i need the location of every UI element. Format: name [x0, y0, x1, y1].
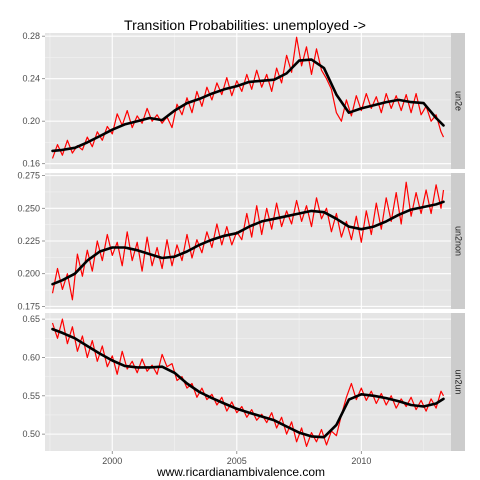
x-axis: 2000 2005 2010: [102, 451, 371, 466]
facet-strip-label: un2un: [454, 369, 464, 394]
chart-title: Transition Probabilities: unemployed ->: [124, 17, 366, 33]
facet-strip-label: un2non: [454, 226, 464, 256]
facet-strip-label: un2e: [454, 91, 464, 111]
panel-background: [45, 313, 451, 451]
y-tick-label: 0.225: [17, 236, 40, 246]
y-tick-label: 0.200: [17, 269, 40, 279]
x-tick-label: 2005: [227, 456, 247, 466]
x-tick-label: 2000: [102, 456, 122, 466]
y-tick-label: 0.24: [22, 74, 40, 84]
facet-strip: [451, 313, 465, 451]
chart-caption: www.ricardianambivalence.com: [156, 465, 325, 479]
y-tick-label: 0.250: [17, 203, 40, 213]
y-tick-label: 0.28: [22, 31, 40, 41]
panel-un2un: 0.50 0.55 0.60 0.65 un2un: [22, 313, 465, 451]
y-tick-label: 0.16: [22, 159, 40, 169]
smooth-series-line: [51, 200, 445, 286]
y-tick-label: 0.60: [22, 352, 40, 362]
y-tick-label: 0.65: [22, 314, 40, 324]
y-tick-label: 0.55: [22, 391, 40, 401]
y-tick-label: 0.50: [22, 429, 40, 439]
smooth-series-line: [51, 58, 445, 153]
facet-strip: [451, 173, 465, 309]
panel-un2e: 0.16 0.20 0.24 0.28 un2e: [22, 31, 465, 169]
panel-un2non: 0.175 0.200 0.225 0.250 0.275 un2non: [17, 171, 465, 311]
x-tick-label: 2010: [351, 456, 371, 466]
y-tick-label: 0.175: [17, 301, 40, 311]
y-tick-label: 0.275: [17, 171, 40, 181]
smooth-series-line: [51, 327, 445, 439]
facet-panels: 0.16 0.20 0.24 0.28 un2e 0.175 0.200 0.225 0.250…: [17, 31, 465, 451]
facet-strip: [451, 33, 465, 169]
y-tick-label: 0.20: [22, 116, 40, 126]
